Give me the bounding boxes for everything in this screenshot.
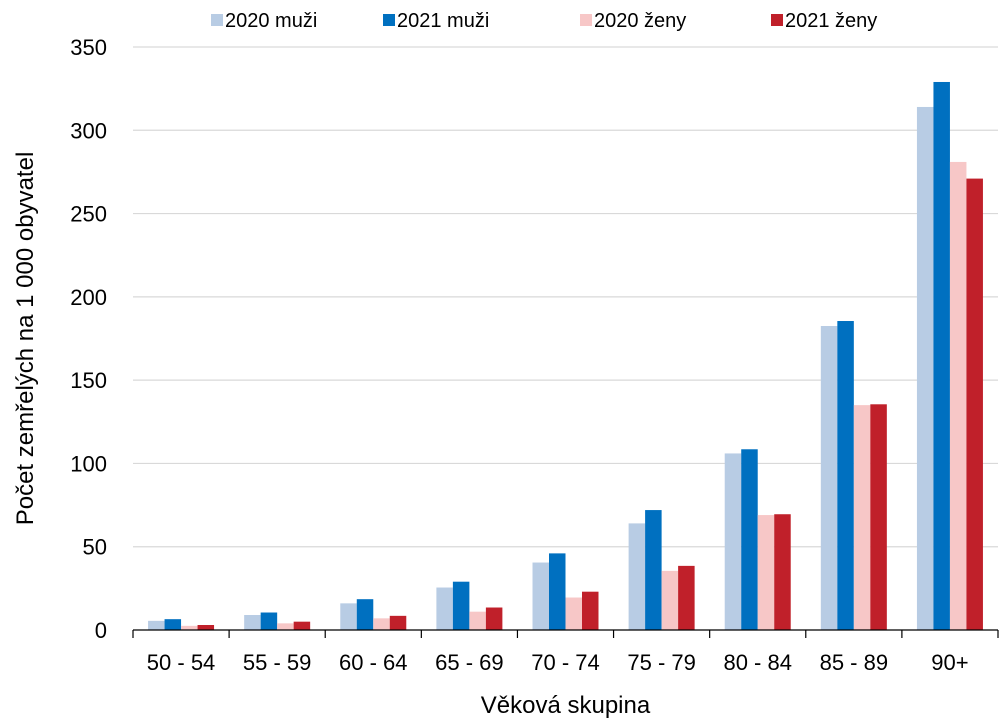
- legend-label: 2021 muži: [397, 10, 489, 32]
- bar: [661, 570, 679, 630]
- bar: [148, 620, 165, 630]
- y-axis-ticks: 0 50 100 150 200 250 300 350: [70, 35, 107, 643]
- bar: [757, 515, 775, 630]
- bar: [565, 597, 582, 630]
- legend-swatch: [580, 14, 592, 26]
- x-tick-label: 50 - 54: [147, 650, 216, 675]
- bar: [485, 607, 503, 630]
- bar: [356, 599, 374, 630]
- bar: [260, 612, 278, 630]
- bar: [774, 514, 791, 630]
- x-tick-label: 65 - 69: [435, 650, 504, 675]
- bar: [741, 449, 758, 630]
- bar: [293, 621, 311, 630]
- bar: [870, 404, 887, 630]
- bar: [549, 553, 566, 630]
- bar: [389, 615, 407, 630]
- x-tick-label: 75 - 79: [627, 650, 696, 675]
- y-tick-label: 200: [70, 285, 107, 310]
- bar: [933, 81, 950, 631]
- bar: [436, 587, 453, 630]
- legend-label: 2020 ženy: [594, 10, 686, 32]
- x-tick-label: 90+: [931, 650, 968, 675]
- bar: [678, 565, 695, 630]
- bar: [181, 625, 198, 630]
- bar: [837, 321, 854, 630]
- legend-label: 2020 muži: [225, 10, 317, 32]
- legend-swatch: [771, 14, 783, 26]
- y-tick-label: 300: [70, 118, 107, 143]
- y-tick-label: 250: [70, 202, 107, 227]
- legend: 2020 muži 2021 muži 2020 ženy 2021 ženy: [211, 10, 877, 32]
- y-tick-label: 350: [70, 35, 107, 60]
- x-tick-label: 60 - 64: [339, 650, 408, 675]
- y-tick-label: 50: [83, 535, 107, 560]
- gridlines: [133, 46, 998, 548]
- legend-swatch: [383, 14, 395, 26]
- bar: [966, 178, 983, 630]
- bar: [724, 453, 742, 630]
- bars: [148, 81, 983, 631]
- x-axis-ticks: 50 - 54 55 - 59 60 - 64 65 - 69 70 - 74 75 - …: [132, 630, 999, 675]
- bar: [469, 611, 486, 630]
- x-tick-label: 80 - 84: [723, 650, 792, 675]
- x-axis-title: Věková skupina: [481, 692, 651, 719]
- bar: [452, 581, 470, 630]
- bar: [916, 106, 934, 631]
- bar: [820, 326, 838, 630]
- y-tick-label: 0: [95, 618, 107, 643]
- bar: [277, 623, 294, 630]
- bar: [949, 161, 967, 631]
- bar: [164, 619, 182, 630]
- bar: [582, 591, 599, 630]
- x-tick-label: 55 - 59: [243, 650, 312, 675]
- y-axis-title: Počet zemřelých na 1 000 obyvatel: [12, 152, 39, 526]
- legend-swatch: [211, 14, 223, 26]
- x-tick-label: 85 - 89: [820, 650, 889, 675]
- bar: [532, 562, 549, 630]
- y-tick-label: 100: [70, 451, 107, 476]
- x-tick-label: 70 - 74: [531, 650, 600, 675]
- bar: [853, 405, 871, 630]
- legend-label: 2021 ženy: [785, 10, 877, 32]
- bar: [340, 603, 357, 630]
- bar: [197, 625, 215, 630]
- bar: [373, 618, 390, 630]
- y-tick-label: 150: [70, 368, 107, 393]
- bar: [244, 615, 261, 630]
- bar: [645, 510, 662, 630]
- bar: [628, 523, 646, 630]
